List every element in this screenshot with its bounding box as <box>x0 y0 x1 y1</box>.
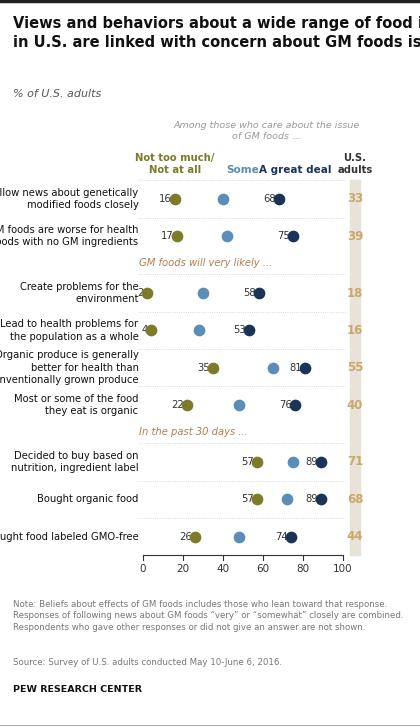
Text: Note: Beliefs about effects of GM foods includes those who lean toward that resp: Note: Beliefs about effects of GM foods … <box>13 600 403 632</box>
Text: Views and behaviors about a wide range of food issues
in U.S. are linked with co: Views and behaviors about a wide range o… <box>13 16 420 50</box>
Text: 44: 44 <box>347 530 363 543</box>
Point <box>254 494 260 505</box>
Point <box>302 362 308 374</box>
Text: Source: Survey of U.S. adults conducted May 10-June 6, 2016.: Source: Survey of U.S. adults conducted … <box>13 658 281 667</box>
Text: 40: 40 <box>216 563 229 574</box>
Text: 58: 58 <box>243 288 256 298</box>
Text: Follow news about genetically
modified foods closely: Follow news about genetically modified f… <box>0 188 139 210</box>
Point <box>192 531 198 542</box>
Point <box>236 399 242 411</box>
Point <box>245 324 252 336</box>
Text: 20: 20 <box>176 563 189 574</box>
Text: 4: 4 <box>142 326 147 335</box>
Text: 100: 100 <box>333 563 353 574</box>
Point <box>318 456 324 467</box>
Text: Bought food labeled GMO-free: Bought food labeled GMO-free <box>0 531 139 542</box>
Text: 81: 81 <box>289 363 302 373</box>
Text: A great deal: A great deal <box>259 164 331 174</box>
Text: 18: 18 <box>347 286 363 300</box>
Point <box>147 324 154 336</box>
Text: PEW RESEARCH CENTER: PEW RESEARCH CENTER <box>13 685 142 694</box>
Text: Decided to buy based on
nutrition, ingredient label: Decided to buy based on nutrition, ingre… <box>11 451 139 473</box>
Text: 2: 2 <box>137 288 144 298</box>
Point <box>143 287 150 299</box>
Point <box>276 193 282 205</box>
Text: 55: 55 <box>347 361 363 374</box>
Point <box>288 531 294 542</box>
Text: 26: 26 <box>179 531 192 542</box>
Point <box>236 531 242 542</box>
Text: Lead to health problems for
the population as a whole: Lead to health problems for the populati… <box>0 319 139 342</box>
Point <box>284 494 290 505</box>
Text: 89: 89 <box>305 457 318 467</box>
Text: Not too much/
Not at all: Not too much/ Not at all <box>135 153 214 174</box>
Text: U.S.
adults: U.S. adults <box>337 153 373 174</box>
Text: 71: 71 <box>347 455 363 468</box>
Point <box>318 494 324 505</box>
Point <box>290 456 297 467</box>
Text: 60: 60 <box>256 563 270 574</box>
Text: 57: 57 <box>241 494 254 505</box>
Text: 16: 16 <box>347 324 363 337</box>
Text: 16: 16 <box>159 194 172 204</box>
Point <box>254 456 260 467</box>
Text: 68: 68 <box>347 493 363 506</box>
Text: Create problems for the
environment: Create problems for the environment <box>20 282 139 304</box>
Text: Among those who care about the issue
of GM foods ...: Among those who care about the issue of … <box>174 121 360 141</box>
Text: GM foods are worse for health
than foods with no GM ingredients: GM foods are worse for health than foods… <box>0 225 139 247</box>
Point <box>270 362 276 374</box>
Text: 33: 33 <box>347 193 363 205</box>
Point <box>255 287 262 299</box>
Text: 74: 74 <box>276 531 288 542</box>
Text: 89: 89 <box>305 494 318 505</box>
Point <box>290 230 297 242</box>
Point <box>173 230 180 242</box>
Point <box>184 399 190 411</box>
Text: Some: Some <box>226 164 259 174</box>
Text: 76: 76 <box>279 400 292 410</box>
Point <box>210 362 216 374</box>
Point <box>171 193 178 205</box>
Text: % of U.S. adults: % of U.S. adults <box>13 89 101 99</box>
Text: In the past 30 days ...: In the past 30 days ... <box>139 427 247 437</box>
Text: Most or some of the food
they eat is organic: Most or some of the food they eat is org… <box>14 394 139 417</box>
Text: 0: 0 <box>139 563 146 574</box>
Text: 75: 75 <box>277 231 290 241</box>
Text: 39: 39 <box>347 230 363 243</box>
Text: 57: 57 <box>241 457 254 467</box>
Text: 80: 80 <box>297 563 310 574</box>
Text: GM foods will very likely ...: GM foods will very likely ... <box>139 258 272 268</box>
Text: 40: 40 <box>347 398 363 411</box>
Text: 35: 35 <box>197 363 210 373</box>
Text: Organic produce is generally
better for health than
conventionally grown produce: Organic produce is generally better for … <box>0 350 139 385</box>
Point <box>195 324 202 336</box>
Point <box>219 193 226 205</box>
Point <box>291 399 298 411</box>
Text: 17: 17 <box>161 231 174 241</box>
Text: 22: 22 <box>171 400 184 410</box>
Point <box>223 230 230 242</box>
Text: Bought organic food: Bought organic food <box>37 494 139 505</box>
Text: 68: 68 <box>263 194 276 204</box>
Point <box>200 287 206 299</box>
Text: 53: 53 <box>233 326 246 335</box>
